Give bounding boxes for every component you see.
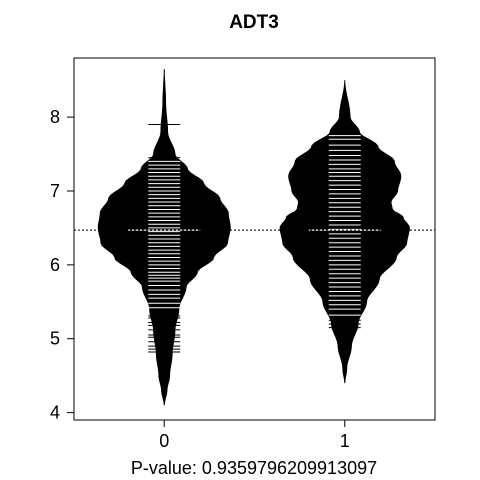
y-tick-label-5: 5 — [50, 329, 60, 349]
x-tick-label-1: 1 — [340, 431, 350, 451]
bean-shape-1 — [279, 80, 410, 384]
y-tick-label-4: 4 — [50, 403, 60, 423]
y-axis: 4 5 6 7 8 — [50, 107, 74, 423]
bean-shape-0 — [97, 69, 231, 406]
chart-title: ADT3 — [229, 12, 279, 33]
y-tick-label-8: 8 — [50, 107, 60, 127]
beans-layer — [97, 69, 410, 406]
x-tick-label-0: 0 — [159, 431, 169, 451]
x-axis-label: P-value: 0.9359796209913097 — [131, 458, 377, 478]
plot-frame — [73, 57, 436, 421]
y-tick-label-7: 7 — [50, 181, 60, 201]
y-tick-label-6: 6 — [50, 255, 60, 275]
